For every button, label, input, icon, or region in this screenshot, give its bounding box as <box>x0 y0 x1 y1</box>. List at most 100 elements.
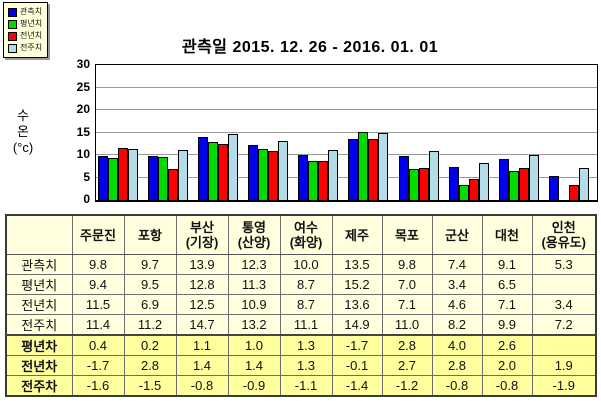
row-label: 관측치 <box>5 254 73 275</box>
column-header: 군산 <box>431 214 483 255</box>
bar-prev-year <box>268 150 279 200</box>
table-cell: 1.4 <box>175 355 229 376</box>
y-tick-label: 15 <box>76 124 90 139</box>
table-cell: 7.1 <box>381 294 433 315</box>
table-cell: 9.9 <box>481 314 533 336</box>
y-tick-label: 20 <box>76 102 90 116</box>
row-label: 전년차 <box>5 355 73 376</box>
gridline <box>96 131 597 133</box>
table-row-평년치: 평년치 9.4 9.5 12.8 11.3 8.7 15.2 7.0 3.4 6.5 <box>5 274 597 295</box>
table-cell: 8.2 <box>431 314 483 336</box>
table-cell: 1.4 <box>227 355 281 376</box>
legend-item-avg-year: 평년치 <box>8 18 42 30</box>
table-cell: -0.9 <box>227 375 281 397</box>
bar-prev-week <box>128 148 138 200</box>
legend-label: 평년치 <box>20 19 43 28</box>
table-cell: 1.3 <box>279 355 333 376</box>
bar-prev-week <box>328 150 339 200</box>
bar-group-3 <box>196 65 246 200</box>
legend-label: 전년치 <box>20 31 43 40</box>
table-cell <box>531 274 597 295</box>
table-cell: 11.3 <box>227 274 281 295</box>
gridline <box>96 154 597 155</box>
table-cell: 2.8 <box>123 355 177 376</box>
y-tick-label: 5 <box>83 169 90 184</box>
y-axis-title-line: 온 <box>17 124 29 139</box>
bar-prev-week <box>228 133 239 200</box>
table-cell: 9.8 <box>381 254 433 275</box>
legend-item-prev-year: 전년치 <box>8 30 42 42</box>
table-cell: 6.5 <box>481 274 533 295</box>
table-cell: 9.4 <box>71 274 125 295</box>
table-cell: 9.7 <box>123 254 177 275</box>
bar-prev-year <box>118 148 128 200</box>
column-header: 포항 <box>123 214 177 255</box>
table-cell: 13.9 <box>175 254 229 275</box>
table-cell: -0.8 <box>175 375 229 397</box>
table-cell: 3.4 <box>531 294 597 315</box>
table-cell: 4.0 <box>431 334 483 356</box>
table-cell: 14.9 <box>331 314 383 336</box>
table-cell: 1.3 <box>279 334 333 356</box>
table-row-평년차: 평년차 0.4 0.2 1.1 1.0 1.3 -1.7 2.8 4.0 2.6 <box>5 334 597 356</box>
table-cell: -1.6 <box>71 375 125 397</box>
table-cell: 9.5 <box>123 274 177 295</box>
bar-observed <box>98 155 108 200</box>
bar-prev-year <box>568 184 579 200</box>
column-header: 부산 (기장) <box>175 214 229 255</box>
table-cell: 12.8 <box>175 274 229 295</box>
bar-observed <box>198 137 209 200</box>
table-cell <box>531 334 597 356</box>
legend-swatch-prev-year <box>8 31 17 41</box>
table-cell: -1.9 <box>531 375 597 397</box>
bar-prev-year <box>318 160 329 200</box>
table-cell: 2.8 <box>381 334 433 356</box>
legend-swatch-prev-week <box>8 43 17 53</box>
table-cell: 7.2 <box>531 314 597 336</box>
table-cell: 8.7 <box>279 294 333 315</box>
table-row-전년치: 전년치 11.5 6.9 12.5 10.9 8.7 13.6 7.1 4.6 7.1 3.4 <box>5 294 597 315</box>
table-cell: 2.8 <box>431 355 483 376</box>
table-cell: 14.7 <box>175 314 229 336</box>
bar-prev-year <box>368 138 379 200</box>
table-cell: 10.0 <box>279 254 333 275</box>
table-cell: 12.3 <box>227 254 281 275</box>
column-header: 통영 (산양) <box>227 214 281 255</box>
bar-group-10 <box>547 65 597 200</box>
bar-observed <box>548 176 559 200</box>
table-row-전주차: 전주차 -1.6 -1.5 -0.8 -0.9 -1.1 -1.4 -1.2 -0.8 -0.8-… <box>5 375 597 397</box>
table-header: 주문진 포항 부산 (기장) 통영 (산양) 여수 (화양) 제주 목포 군산 대천 인천 (용유… <box>5 214 597 255</box>
table-cell: 15.2 <box>331 274 383 295</box>
chart-title: 관측일 2015. 12. 26 - 2016. 01. 01 <box>181 39 439 56</box>
column-header: 목포 <box>381 214 433 255</box>
table-cell: 1.9 <box>531 355 597 376</box>
bar-observed <box>298 155 309 200</box>
column-header: 여수 (화양) <box>279 214 333 255</box>
bar-avg-year <box>308 160 319 200</box>
table-row-전년차: 전년차 -1.7 2.8 1.4 1.4 1.3 -0.1 2.7 2.8 2.0 1.9 <box>5 355 597 376</box>
table-cell: 4.6 <box>431 294 483 315</box>
table-cell: 8.7 <box>279 274 333 295</box>
bar-group-2 <box>146 65 196 200</box>
legend-item-observed: 관측치 <box>8 6 42 18</box>
column-header: 대천 <box>481 214 533 255</box>
table-cell: -0.1 <box>331 355 383 376</box>
table-cell: 2.6 <box>481 334 533 356</box>
legend-label: 전주치 <box>20 43 43 52</box>
bar-avg-year <box>358 131 369 200</box>
table-row-관측치: 관측치 9.8 9.7 13.9 12.3 10.0 13.5 9.8 7.4 9.1 5.3 <box>5 254 597 275</box>
bar-group-8 <box>447 65 497 200</box>
bar-prev-week <box>578 167 589 200</box>
row-label: 전년치 <box>5 294 73 315</box>
table-cell: 7.1 <box>481 294 533 315</box>
y-axis-title-line: (°c) <box>12 140 34 155</box>
bar-avg-year <box>458 184 469 200</box>
observation-table: 주문진 포항 부산 (기장) 통영 (산양) 여수 (화양) 제주 목포 군산 대천 인천 (용유… <box>5 214 597 397</box>
bar-prev-week <box>278 140 289 200</box>
bar-avg-year <box>208 142 219 200</box>
table-cell: -1.4 <box>331 375 383 397</box>
table-cell: 13.6 <box>331 294 383 315</box>
table-cell: -1.5 <box>123 375 177 397</box>
table-cell: -1.1 <box>279 375 333 397</box>
table-body: 관측치 9.8 9.7 13.9 12.3 10.0 13.5 9.8 7.4 9.1 5.3 평년치… <box>5 254 597 397</box>
